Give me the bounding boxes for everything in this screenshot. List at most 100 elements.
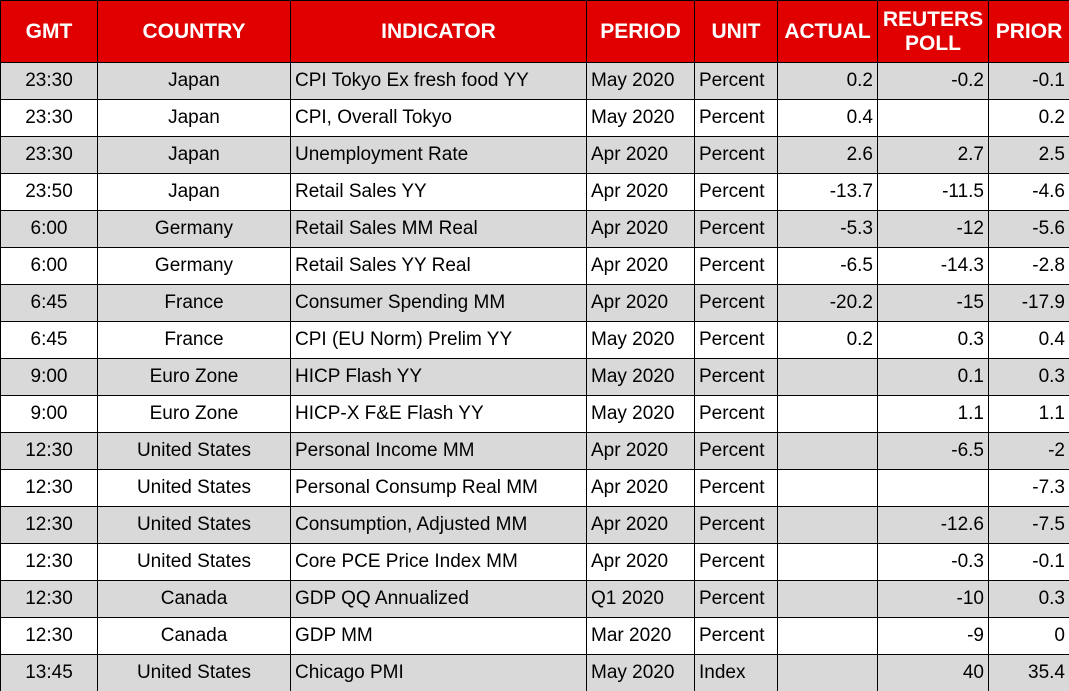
table-row: 23:30 Japan CPI, Overall Tokyo May 2020 Perc… — [0, 99, 1069, 137]
table-cell: France — [97, 321, 291, 359]
table-cell: GDP MM — [290, 617, 587, 655]
table-cell: -15 — [877, 284, 989, 322]
table-cell: Personal Income MM — [290, 432, 587, 470]
table-row: 12:30 United States Personal Consump Real … — [0, 469, 1069, 507]
table-cell: 1.1 — [988, 395, 1069, 433]
table-cell: Percent — [694, 173, 778, 211]
table-cell: -9 — [877, 617, 989, 655]
table-cell: -7.5 — [988, 506, 1069, 544]
table-cell: France — [97, 284, 291, 322]
table-cell: HICP Flash YY — [290, 358, 587, 396]
table-cell: Percent — [694, 247, 778, 285]
table-cell: 12:30 — [0, 580, 98, 618]
table-body: 23:30 Japan CPI Tokyo Ex fresh food YY May … — [0, 62, 1069, 691]
header-cell: COUNTRY — [97, 0, 291, 63]
table-cell: 0.3 — [988, 580, 1069, 618]
table-cell: Percent — [694, 432, 778, 470]
table-cell: Apr 2020 — [586, 210, 695, 248]
table-cell: Euro Zone — [97, 395, 291, 433]
table-row: 9:00 Euro Zone HICP Flash YY May 2020 Percen… — [0, 358, 1069, 396]
table-cell: Percent — [694, 358, 778, 396]
table-cell: United States — [97, 654, 291, 691]
table-cell: GDP QQ Annualized — [290, 580, 587, 618]
table-cell — [777, 617, 878, 655]
table-cell: 0.3 — [877, 321, 989, 359]
table-cell: 12:30 — [0, 617, 98, 655]
table-cell: -0.1 — [988, 543, 1069, 581]
table-cell: Japan — [97, 99, 291, 137]
table-cell: Percent — [694, 580, 778, 618]
table-cell: Japan — [97, 173, 291, 211]
table-cell: Apr 2020 — [586, 173, 695, 211]
table-row: 9:00 Euro Zone HICP-X F&E Flash YY May 2020… — [0, 395, 1069, 433]
table-cell: May 2020 — [586, 99, 695, 137]
table-row: 23:30 Japan CPI Tokyo Ex fresh food YY May … — [0, 62, 1069, 100]
table-cell: 12:30 — [0, 432, 98, 470]
table-cell: Percent — [694, 284, 778, 322]
table-cell: -7.3 — [988, 469, 1069, 507]
table-cell — [777, 654, 878, 691]
table-cell: -13.7 — [777, 173, 878, 211]
table-cell: 2.7 — [877, 136, 989, 174]
table-cell: Personal Consump Real MM — [290, 469, 587, 507]
table-cell: Apr 2020 — [586, 284, 695, 322]
table-cell: 0.1 — [877, 358, 989, 396]
table-cell: Percent — [694, 321, 778, 359]
table-cell: -0.1 — [988, 62, 1069, 100]
table-cell: -17.9 — [988, 284, 1069, 322]
table-cell: Percent — [694, 99, 778, 137]
table-cell: Apr 2020 — [586, 432, 695, 470]
table-cell: HICP-X F&E Flash YY — [290, 395, 587, 433]
table-cell: Canada — [97, 617, 291, 655]
table-cell — [777, 358, 878, 396]
table-cell: 23:30 — [0, 136, 98, 174]
table-cell: Percent — [694, 469, 778, 507]
table-cell: Percent — [694, 617, 778, 655]
header-cell: REUTERS POLL — [877, 0, 989, 63]
table-cell — [777, 432, 878, 470]
table-cell: 9:00 — [0, 395, 98, 433]
table-cell: Index — [694, 654, 778, 691]
table-cell: -6.5 — [877, 432, 989, 470]
table-cell: Chicago PMI — [290, 654, 587, 691]
header-cell: PRIOR — [988, 0, 1069, 63]
table-row: 12:30 United States Core PCE Price Index M… — [0, 543, 1069, 581]
table-cell: May 2020 — [586, 395, 695, 433]
table-row: 6:45 France CPI (EU Norm) Prelim YY May 202… — [0, 321, 1069, 359]
table-cell: 35.4 — [988, 654, 1069, 691]
table-cell: -20.2 — [777, 284, 878, 322]
header-row: GMT COUNTRY INDICATOR PERIOD UNIT ACTUAL… — [0, 0, 1069, 63]
table-cell: -2.8 — [988, 247, 1069, 285]
table-cell: Unemployment Rate — [290, 136, 587, 174]
table-cell: 0 — [988, 617, 1069, 655]
header-cell: PERIOD — [586, 0, 695, 63]
table-cell: Core PCE Price Index MM — [290, 543, 587, 581]
table-row: 13:45 United States Chicago PMI May 2020 Ind… — [0, 654, 1069, 691]
table-cell: Retail Sales YY — [290, 173, 587, 211]
table-row: 23:30 Japan Unemployment Rate Apr 2020 Perce… — [0, 136, 1069, 174]
header-cell: GMT — [0, 0, 98, 63]
table-cell: CPI (EU Norm) Prelim YY — [290, 321, 587, 359]
table-row: 12:30 United States Consumption, Adjusted … — [0, 506, 1069, 544]
table-cell: 12:30 — [0, 469, 98, 507]
table-cell: 2.5 — [988, 136, 1069, 174]
table-cell: 0.4 — [777, 99, 878, 137]
table-row: 12:30 Canada GDP MM Mar 2020 Percent -9 0 — [0, 617, 1069, 655]
table-cell: -2 — [988, 432, 1069, 470]
table-cell: Apr 2020 — [586, 506, 695, 544]
table-cell: Apr 2020 — [586, 136, 695, 174]
table-cell: 12:30 — [0, 506, 98, 544]
table-cell: 0.2 — [988, 99, 1069, 137]
table-cell: 40 — [877, 654, 989, 691]
table-cell: Percent — [694, 543, 778, 581]
table-cell: 0.2 — [777, 321, 878, 359]
table-cell: 0.4 — [988, 321, 1069, 359]
table-cell: 23:30 — [0, 62, 98, 100]
table-cell: -0.3 — [877, 543, 989, 581]
table-cell: 0.2 — [777, 62, 878, 100]
table-cell: May 2020 — [586, 62, 695, 100]
table-cell: -10 — [877, 580, 989, 618]
table-cell: -12 — [877, 210, 989, 248]
table-cell: Apr 2020 — [586, 469, 695, 507]
